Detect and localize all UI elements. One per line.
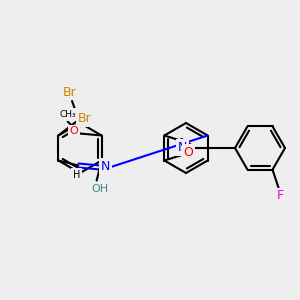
Text: N: N (178, 141, 187, 154)
Text: F: F (277, 189, 284, 202)
Text: O: O (69, 127, 78, 136)
Text: N: N (101, 160, 110, 173)
Text: OH: OH (91, 184, 108, 194)
Text: Br: Br (63, 85, 77, 98)
Text: Br: Br (77, 112, 91, 125)
Text: O: O (183, 146, 193, 159)
Text: H: H (73, 169, 80, 179)
Text: CH₃: CH₃ (59, 110, 76, 119)
